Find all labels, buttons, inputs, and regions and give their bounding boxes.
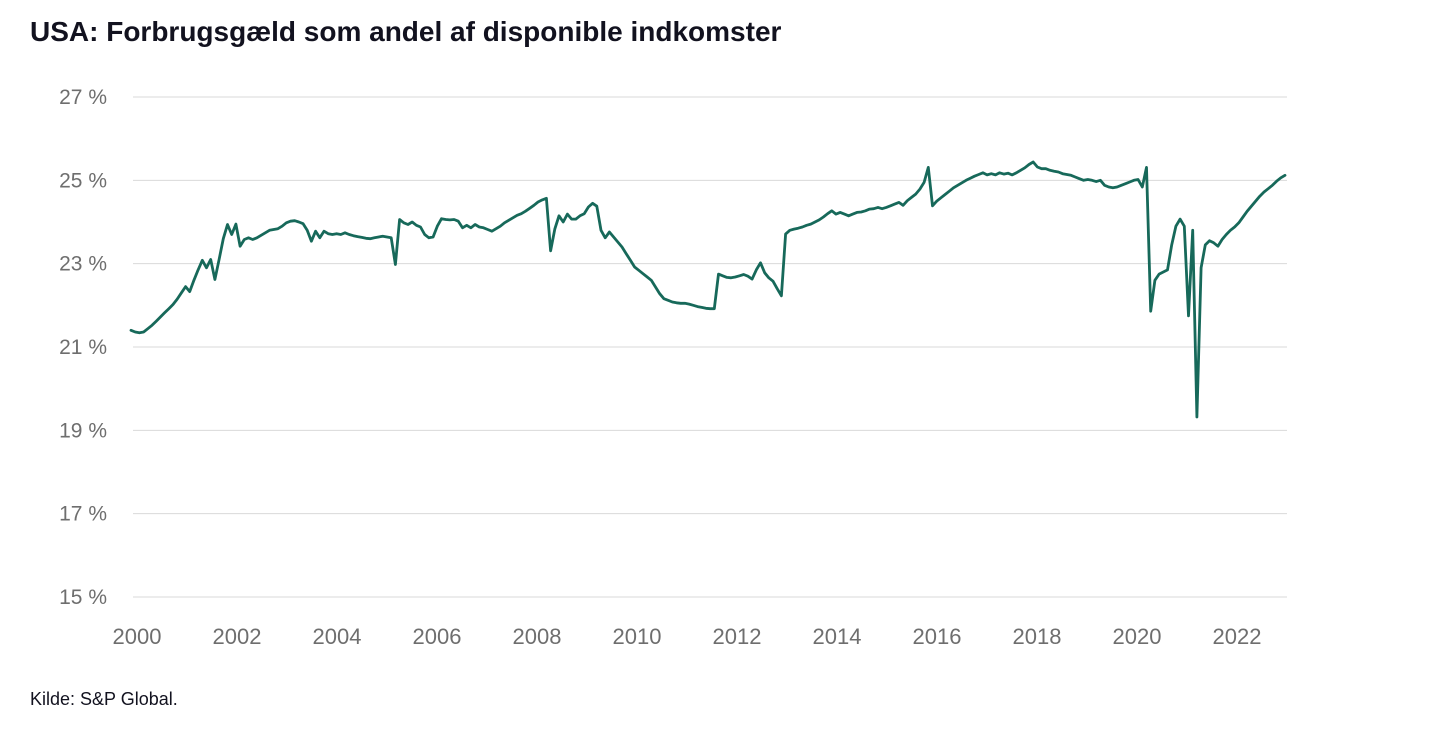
x-axis-tick-label: 2020 (1113, 624, 1162, 649)
x-axis-tick-label: 2022 (1213, 624, 1262, 649)
x-axis-tick-label: 2016 (913, 624, 962, 649)
y-axis-tick-label: 23 % (59, 253, 107, 276)
x-axis-tick-label: 2010 (613, 624, 662, 649)
data-line (129, 160, 1287, 419)
x-axis-tick-label: 2012 (713, 624, 762, 649)
y-axis-tick-label: 25 % (59, 169, 107, 192)
x-axis-tick-label: 2006 (413, 624, 462, 649)
x-axis-tick-label: 2008 (513, 624, 562, 649)
chart-title: USA: Forbrugsgæld som andel af disponibl… (30, 16, 782, 47)
x-axis-tick-label: 2002 (213, 624, 262, 649)
x-axis-tick-label: 2000 (113, 624, 162, 649)
x-axis-tick-label: 2004 (313, 624, 362, 649)
y-axis-tick-label: 27 % (59, 86, 107, 109)
y-axis-tick-label: 15 % (59, 586, 107, 609)
y-axis-tick-label: 19 % (59, 419, 107, 442)
x-axis-tick-label: 2018 (1013, 624, 1062, 649)
y-axis-tick-label: 17 % (59, 503, 107, 526)
x-axis-tick-label: 2014 (813, 624, 862, 649)
y-axis-tick-label: 21 % (59, 336, 107, 359)
source-note: Kilde: S&P Global. (30, 689, 178, 709)
